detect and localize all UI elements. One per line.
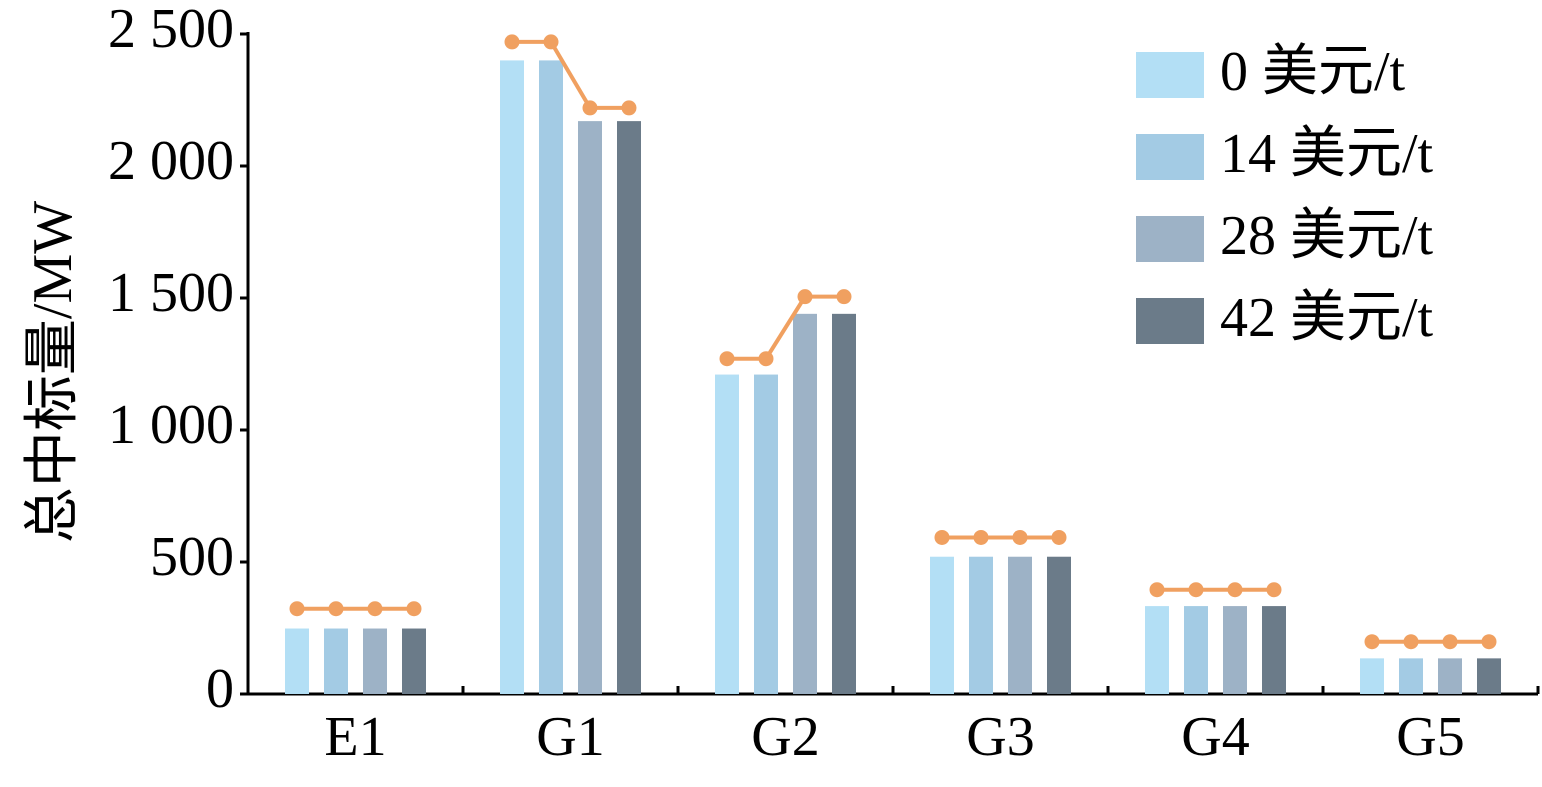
y-tick-label: 1 500 xyxy=(108,262,234,324)
legend-label-1: 14 美元/t xyxy=(1220,123,1434,185)
bar-G3-series-1 xyxy=(969,556,993,694)
overlay-point-E1 xyxy=(367,601,383,617)
overlay-point-G5 xyxy=(1481,634,1497,650)
chart-overlay-lines xyxy=(289,34,1497,650)
x-category-label: G1 xyxy=(536,706,604,768)
legend-label-2: 28 美元/t xyxy=(1220,205,1434,267)
x-category-label: G2 xyxy=(751,706,819,768)
x-category-label: G3 xyxy=(966,706,1034,768)
overlay-point-G3 xyxy=(1051,529,1067,545)
legend-swatch-2 xyxy=(1136,216,1204,262)
overlay-line-G2 xyxy=(727,294,844,361)
overlay-point-E1 xyxy=(406,601,422,617)
y-tick-label: 2 500 xyxy=(108,0,234,60)
bar-G1-series-1 xyxy=(539,60,563,694)
bar-G1-series-3 xyxy=(617,121,641,695)
bar-E1-series-1 xyxy=(324,628,348,694)
overlay-point-G4 xyxy=(1266,582,1282,598)
bar-E1-series-3 xyxy=(402,628,426,694)
overlay-point-G1 xyxy=(621,100,637,116)
bar-G4-series-1 xyxy=(1184,606,1208,694)
legend-label-3: 42 美元/t xyxy=(1220,287,1434,349)
x-category-label: G4 xyxy=(1181,706,1249,768)
bar-G1-series-0 xyxy=(500,60,524,694)
bar-G3-series-2 xyxy=(1008,556,1032,694)
overlay-point-G3 xyxy=(934,529,950,545)
legend-swatch-0 xyxy=(1136,52,1204,98)
y-tick-label: 2 000 xyxy=(108,130,234,192)
bar-G4-series-2 xyxy=(1223,606,1247,694)
chart-legend: 0 美元/t 14 美元/t 28 美元/t 42 美元/t xyxy=(1136,41,1434,349)
bar-G2-series-0 xyxy=(715,374,739,694)
bar-E1-series-2 xyxy=(363,628,387,694)
overlay-point-G3 xyxy=(973,529,989,545)
overlay-point-G2 xyxy=(797,289,813,305)
overlay-point-G1 xyxy=(582,100,598,116)
overlay-point-G3 xyxy=(1012,529,1028,545)
bar-G2-series-2 xyxy=(793,313,817,694)
x-category-label: E1 xyxy=(324,706,386,768)
overlay-point-G2 xyxy=(836,289,852,305)
legend-swatch-3 xyxy=(1136,298,1204,344)
overlay-point-E1 xyxy=(289,601,305,617)
overlay-point-G5 xyxy=(1403,634,1419,650)
bar-E1-series-0 xyxy=(285,628,309,694)
y-tick-label: 1 000 xyxy=(108,394,234,456)
bar-G3-series-3 xyxy=(1047,556,1071,694)
bar-G5-series-3 xyxy=(1477,658,1501,694)
bar-G4-series-3 xyxy=(1262,606,1286,694)
bar-G5-series-0 xyxy=(1360,658,1384,694)
y-axis-title: 总中标量/MW xyxy=(22,201,84,543)
bar-G5-series-2 xyxy=(1438,658,1462,694)
bar-G2-series-1 xyxy=(754,374,778,694)
bar-G1-series-2 xyxy=(578,121,602,695)
bar-G3-series-0 xyxy=(930,556,954,694)
x-category-label: G5 xyxy=(1396,706,1464,768)
overlay-line-G1 xyxy=(512,39,629,110)
overlay-point-G4 xyxy=(1149,582,1165,598)
overlay-point-G4 xyxy=(1188,582,1204,598)
chart-labels: 0 500 1 000 1 500 2 000 2 500 E1 G1 G2 G3 G4 G5 xyxy=(108,0,1465,768)
overlay-point-G1 xyxy=(543,34,559,50)
y-tick-label: 500 xyxy=(150,526,234,588)
overlay-point-G1 xyxy=(504,34,520,50)
overlay-point-G2 xyxy=(758,351,774,367)
y-tick-label: 0 xyxy=(206,658,234,720)
chart-axes xyxy=(240,32,1540,696)
bar-G2-series-3 xyxy=(832,313,856,694)
bar-G4-series-0 xyxy=(1145,606,1169,694)
overlay-point-G2 xyxy=(719,351,735,367)
bar-G5-series-1 xyxy=(1399,658,1423,694)
overlay-point-G5 xyxy=(1442,634,1458,650)
overlay-point-G4 xyxy=(1227,582,1243,598)
overlay-point-G5 xyxy=(1364,634,1380,650)
chart-bars xyxy=(285,60,1501,695)
legend-swatch-1 xyxy=(1136,134,1204,180)
overlay-point-E1 xyxy=(328,601,344,617)
legend-label-0: 0 美元/t xyxy=(1220,41,1406,103)
